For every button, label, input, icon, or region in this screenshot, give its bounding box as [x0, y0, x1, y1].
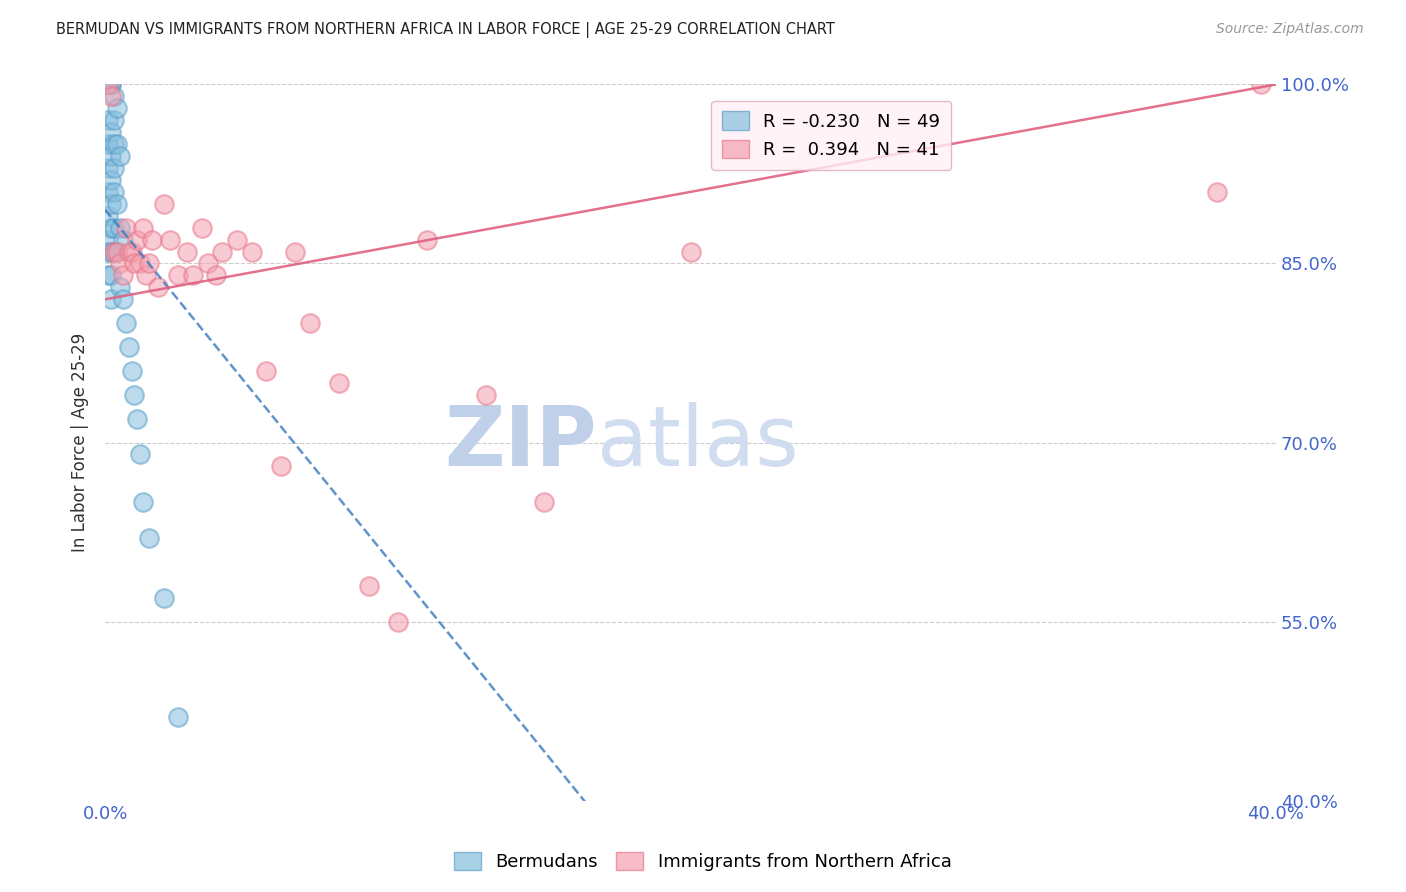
Text: atlas: atlas: [598, 402, 799, 483]
Point: [103, 244, 125, 259]
Point: [103, 185, 125, 199]
Point: [97, 78, 120, 92]
Point: [197, 256, 219, 270]
Y-axis label: In Labor Force | Age 25-29: In Labor Force | Age 25-29: [72, 333, 89, 552]
Point: [146, 280, 169, 294]
Point: [284, 244, 307, 259]
Point: [100, 78, 122, 92]
Point: [105, 244, 128, 259]
Point: [416, 233, 439, 247]
Point: [357, 579, 380, 593]
Point: [97, 78, 120, 92]
Text: ZIP: ZIP: [444, 402, 598, 483]
Point: [124, 256, 146, 270]
Point: [108, 220, 131, 235]
Point: [100, 268, 122, 283]
Point: [103, 89, 125, 103]
Point: [1250, 78, 1272, 92]
Point: [97, 233, 120, 247]
Point: [97, 185, 120, 199]
Point: [100, 293, 122, 307]
Point: [103, 137, 125, 152]
Point: [679, 244, 702, 259]
Point: [108, 280, 131, 294]
Point: [270, 459, 292, 474]
Point: [167, 710, 190, 724]
Point: [127, 411, 149, 425]
Point: [474, 388, 496, 402]
Point: [226, 233, 249, 247]
Point: [103, 244, 125, 259]
Point: [152, 591, 174, 605]
Point: [141, 233, 163, 247]
Legend: R = -0.230   N = 49, R =  0.394   N = 41: R = -0.230 N = 49, R = 0.394 N = 41: [711, 101, 952, 170]
Point: [100, 125, 122, 139]
Point: [138, 531, 160, 545]
Point: [533, 495, 555, 509]
Point: [103, 161, 125, 175]
Point: [181, 268, 204, 283]
Point: [176, 244, 198, 259]
Point: [100, 244, 122, 259]
Point: [100, 78, 122, 92]
Point: [100, 89, 122, 103]
Point: [105, 101, 128, 115]
Point: [105, 137, 128, 152]
Point: [103, 220, 125, 235]
Point: [114, 316, 136, 330]
Point: [97, 244, 120, 259]
Point: [132, 220, 155, 235]
Point: [97, 78, 120, 92]
Point: [97, 78, 120, 92]
Point: [111, 233, 134, 247]
Point: [387, 615, 409, 629]
Point: [191, 220, 214, 235]
Point: [138, 256, 160, 270]
Point: [100, 196, 122, 211]
Point: [105, 196, 128, 211]
Point: [105, 244, 128, 259]
Point: [103, 113, 125, 128]
Point: [132, 495, 155, 509]
Legend: Bermudans, Immigrants from Northern Africa: Bermudans, Immigrants from Northern Afri…: [447, 845, 959, 879]
Point: [211, 244, 233, 259]
Point: [100, 220, 122, 235]
Point: [121, 364, 143, 378]
Point: [328, 376, 350, 390]
Point: [108, 149, 131, 163]
Point: [135, 268, 157, 283]
Point: [240, 244, 263, 259]
Point: [97, 113, 120, 128]
Point: [299, 316, 322, 330]
Point: [1206, 185, 1229, 199]
Point: [127, 233, 149, 247]
Point: [100, 173, 122, 187]
Point: [100, 149, 122, 163]
Point: [111, 293, 134, 307]
Point: [124, 388, 146, 402]
Point: [97, 137, 120, 152]
Point: [117, 244, 139, 259]
Point: [108, 256, 131, 270]
Point: [129, 256, 152, 270]
Point: [97, 161, 120, 175]
Point: [111, 268, 134, 283]
Point: [117, 340, 139, 354]
Point: [97, 78, 120, 92]
Point: [254, 364, 277, 378]
Point: [97, 78, 120, 92]
Point: [97, 268, 120, 283]
Point: [121, 244, 143, 259]
Point: [152, 196, 174, 211]
Point: [129, 447, 152, 461]
Point: [114, 220, 136, 235]
Text: BERMUDAN VS IMMIGRANTS FROM NORTHERN AFRICA IN LABOR FORCE | AGE 25-29 CORRELATI: BERMUDAN VS IMMIGRANTS FROM NORTHERN AFR…: [56, 22, 835, 38]
Point: [97, 209, 120, 223]
Text: Source: ZipAtlas.com: Source: ZipAtlas.com: [1216, 22, 1364, 37]
Point: [167, 268, 190, 283]
Point: [159, 233, 181, 247]
Point: [205, 268, 228, 283]
